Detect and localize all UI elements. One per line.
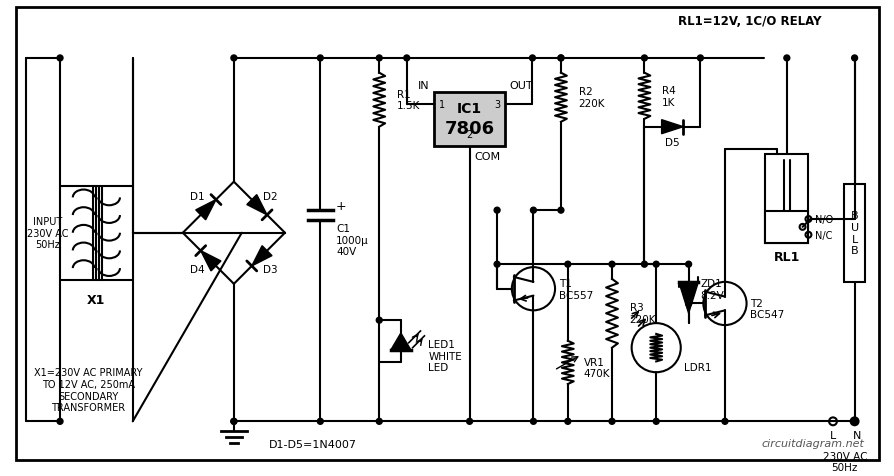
Polygon shape [196, 200, 215, 220]
Circle shape [721, 418, 727, 425]
Text: OUT: OUT [510, 81, 533, 91]
Text: X1=230V AC PRIMARY
TO 12V AC, 250mA
SECONDARY
TRANSFORMER: X1=230V AC PRIMARY TO 12V AC, 250mA SECO… [34, 367, 143, 412]
Text: LED1
WHITE
LED: LED1 WHITE LED [428, 339, 461, 372]
Circle shape [609, 262, 614, 268]
Text: L: L [829, 430, 835, 440]
Circle shape [317, 418, 323, 425]
Text: N/O: N/O [814, 215, 832, 225]
Text: ZD1
8.2V: ZD1 8.2V [700, 278, 723, 300]
Circle shape [653, 262, 658, 268]
Text: RL1: RL1 [772, 250, 799, 263]
Circle shape [375, 317, 382, 323]
FancyBboxPatch shape [434, 93, 504, 147]
Text: circuitdiagram.net: circuitdiagram.net [761, 438, 864, 448]
Bar [764, 155, 807, 243]
Polygon shape [661, 120, 682, 134]
Circle shape [851, 418, 856, 425]
Text: C1
1000µ
40V: C1 1000µ 40V [335, 223, 368, 257]
Circle shape [557, 56, 563, 62]
Circle shape [557, 56, 563, 62]
Text: T1
BC557: T1 BC557 [559, 278, 593, 300]
Circle shape [851, 56, 856, 62]
Text: T2
BC547: T2 BC547 [750, 298, 784, 319]
Bar [764, 212, 807, 243]
Circle shape [493, 208, 500, 214]
Circle shape [375, 418, 382, 425]
Circle shape [557, 208, 563, 214]
Circle shape [641, 262, 646, 268]
Text: D4: D4 [190, 265, 205, 275]
Circle shape [530, 208, 536, 214]
Text: IC1: IC1 [457, 102, 482, 116]
Text: 3: 3 [493, 100, 500, 110]
Bar [843, 184, 864, 282]
Circle shape [317, 56, 323, 62]
Text: R1
1.5K: R1 1.5K [396, 89, 420, 111]
Text: D1: D1 [190, 192, 205, 202]
Text: INPUT
230V AC
50Hz: INPUT 230V AC 50Hz [27, 217, 68, 250]
Circle shape [783, 56, 789, 62]
Text: 230V AC
50Hz: 230V AC 50Hz [822, 451, 866, 472]
Circle shape [609, 418, 614, 425]
Text: VR1
470K: VR1 470K [583, 357, 610, 378]
Circle shape [375, 56, 382, 62]
Text: D3: D3 [263, 265, 277, 275]
Circle shape [685, 262, 691, 268]
Text: D1-D5=1N4007: D1-D5=1N4007 [268, 439, 356, 449]
Text: X1: X1 [87, 293, 105, 307]
Polygon shape [247, 195, 266, 216]
Circle shape [466, 418, 472, 425]
Text: 7806: 7806 [444, 119, 494, 138]
Circle shape [685, 301, 691, 307]
Circle shape [564, 418, 570, 425]
Circle shape [57, 56, 63, 62]
Text: IN: IN [417, 81, 429, 91]
Text: N: N [851, 430, 860, 440]
Text: N/C: N/C [814, 230, 831, 240]
Text: R2
220K: R2 220K [578, 87, 604, 109]
Text: B
U
L
B: B U L B [849, 211, 857, 256]
Circle shape [231, 56, 237, 62]
Circle shape [57, 418, 63, 425]
Text: D2: D2 [263, 192, 277, 202]
Text: R3
220K: R3 220K [629, 303, 655, 325]
Polygon shape [251, 246, 272, 267]
Text: R4
1K: R4 1K [662, 86, 675, 107]
Text: RL1=12V, 1C/O RELAY: RL1=12V, 1C/O RELAY [677, 15, 821, 28]
Polygon shape [678, 282, 697, 314]
Text: 1: 1 [439, 100, 445, 110]
Circle shape [685, 301, 691, 307]
Circle shape [530, 418, 536, 425]
Circle shape [231, 418, 237, 425]
Circle shape [653, 418, 658, 425]
Circle shape [696, 56, 703, 62]
Circle shape [641, 56, 646, 62]
Circle shape [231, 418, 237, 425]
Text: 2: 2 [466, 130, 472, 140]
Polygon shape [200, 251, 221, 271]
Circle shape [493, 262, 500, 268]
Text: COM: COM [474, 152, 500, 162]
Text: +: + [335, 199, 346, 212]
Polygon shape [391, 333, 410, 350]
Text: D5: D5 [664, 138, 679, 148]
Text: LDR1: LDR1 [683, 363, 711, 373]
Circle shape [403, 56, 409, 62]
Circle shape [529, 56, 535, 62]
Circle shape [564, 262, 570, 268]
